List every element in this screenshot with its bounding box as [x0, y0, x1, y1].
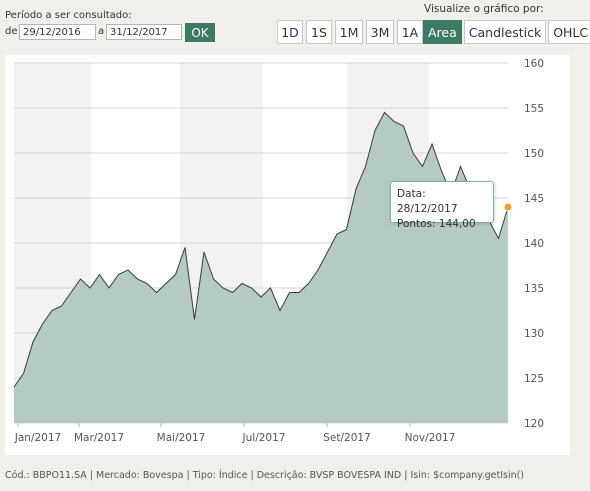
- data-point: [70, 291, 72, 293]
- data-point: [440, 170, 442, 172]
- data-point: [51, 309, 53, 311]
- data-point: [136, 278, 138, 280]
- x-tick-label: Nov/2017: [405, 432, 456, 444]
- range-selector: 1D 1S 1M 3M 1A: [277, 20, 426, 44]
- x-tick-label: Mar/2017: [74, 432, 124, 444]
- data-point: [41, 323, 43, 325]
- data-point: [269, 287, 271, 289]
- data-point: [364, 165, 366, 167]
- y-tick-label: 160: [524, 58, 544, 70]
- tooltip-points: Pontos: 144,00: [397, 218, 476, 230]
- data-point: [326, 251, 328, 253]
- data-point: [13, 386, 15, 388]
- data-point: [165, 282, 167, 284]
- data-point: [393, 120, 395, 122]
- data-point: [412, 152, 414, 154]
- period-label: Período a ser consultado:: [5, 10, 132, 21]
- y-tick-label: 130: [524, 328, 544, 340]
- range-button-1a[interactable]: 1A: [397, 20, 423, 44]
- x-tick-label: Jul/2017: [242, 432, 286, 444]
- chart-type-selector: Area Candlestick OHLC: [423, 20, 590, 44]
- range-button-1d[interactable]: 1D: [277, 20, 303, 44]
- data-point: [336, 233, 338, 235]
- view-label: Visualize o gráfico por:: [424, 3, 544, 15]
- x-tick-label: Jan/2017: [14, 432, 61, 444]
- series-line: [13, 111, 509, 388]
- y-tick-label: 125: [524, 373, 544, 385]
- data-point: [374, 129, 376, 131]
- y-tick-label: 140: [524, 238, 544, 250]
- data-point: [222, 287, 224, 289]
- data-point: [60, 305, 62, 307]
- data-point: [117, 273, 119, 275]
- data-point: [345, 228, 347, 230]
- tooltip-date: Data: 28/12/2017: [397, 188, 458, 215]
- y-tick-label: 135: [524, 283, 544, 295]
- data-point: [155, 291, 157, 293]
- data-point: [231, 291, 233, 293]
- data-point: [98, 273, 100, 275]
- y-tick-label: 145: [524, 193, 544, 205]
- data-point: [260, 296, 262, 298]
- ok-button[interactable]: OK: [185, 23, 215, 42]
- data-point: [193, 318, 195, 320]
- data-point: [421, 165, 423, 167]
- price-chart[interactable]: 120 125 130 135 140 145 150 155 160 Jan/2017 Mar/2…: [5, 55, 570, 455]
- area-fill: [14, 112, 508, 423]
- data-point: [22, 372, 24, 374]
- range-button-3m[interactable]: 3M: [366, 20, 394, 44]
- x-tick-label: Mai/2017: [157, 432, 206, 444]
- from-date-input[interactable]: [19, 24, 96, 40]
- data-point: [279, 309, 281, 311]
- data-point: [241, 282, 243, 284]
- data-point: [383, 111, 385, 113]
- y-tick-label: 150: [524, 148, 544, 160]
- range-button-1s[interactable]: 1S: [306, 20, 332, 44]
- data-point: [184, 246, 186, 248]
- data-point: [298, 291, 300, 293]
- x-tick-label: Set/2017: [323, 432, 371, 444]
- data-point: [146, 282, 148, 284]
- range-button-1m[interactable]: 1M: [335, 20, 363, 44]
- data-point: [212, 278, 214, 280]
- y-tick-label: 120: [524, 418, 544, 430]
- data-point: [497, 237, 499, 239]
- data-point: [307, 282, 309, 284]
- data-point: [459, 165, 461, 167]
- data-point: [174, 273, 176, 275]
- data-point: [288, 291, 290, 293]
- data-point: [402, 125, 404, 127]
- chart-type-candlestick-button[interactable]: Candlestick: [463, 20, 547, 44]
- data-point: [79, 278, 81, 280]
- from-label: de: [5, 26, 18, 37]
- chart-container: 120 125 130 135 140 145 150 155 160 Jan/2017 Mar/2…: [5, 55, 570, 455]
- data-point: [127, 269, 129, 271]
- y-tick-label: 155: [524, 103, 544, 115]
- to-date-input[interactable]: [106, 24, 182, 40]
- chart-type-ohlc-button[interactable]: OHLC: [548, 20, 590, 44]
- data-point: [32, 341, 34, 343]
- data-point: [317, 269, 319, 271]
- to-label: a: [98, 26, 105, 37]
- data-point: [250, 287, 252, 289]
- data-point: [203, 251, 205, 253]
- hover-marker: [503, 202, 513, 212]
- footer-info: Cód.: BBPO11.SA | Mercado: Bovespa | Tip…: [5, 470, 525, 481]
- data-point: [355, 188, 357, 190]
- data-point: [108, 287, 110, 289]
- chart-tooltip: Data: 28/12/2017 Pontos: 144,00: [390, 181, 494, 230]
- chart-type-area-button[interactable]: Area: [423, 20, 462, 44]
- data-point: [89, 287, 91, 289]
- data-point: [431, 143, 433, 145]
